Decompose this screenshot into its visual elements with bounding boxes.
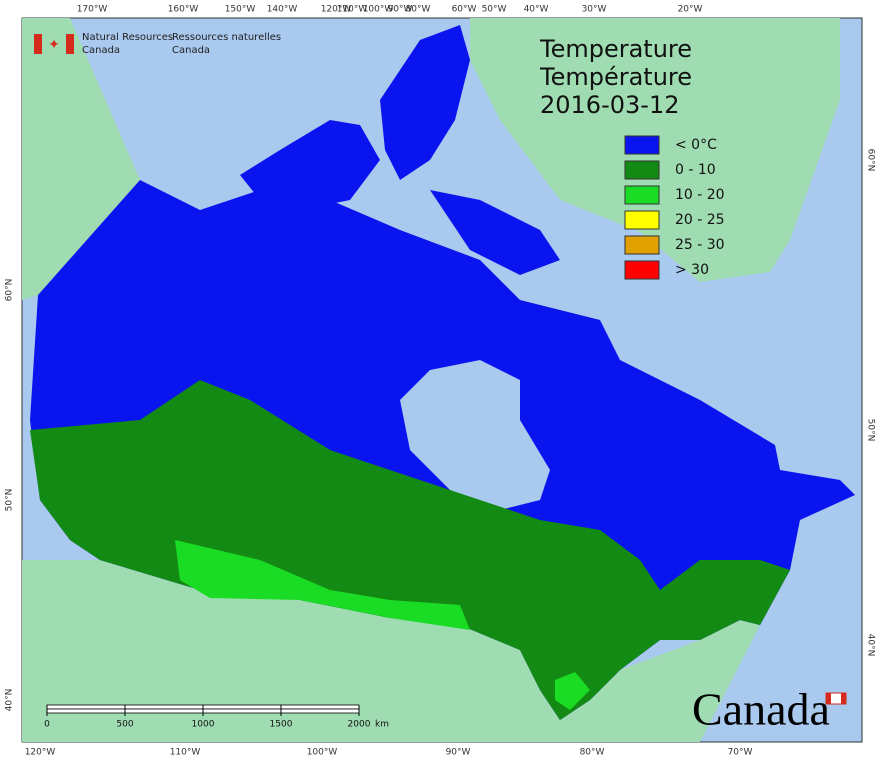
graticule-label: 50°W: [482, 5, 507, 15]
graticule-labels: 170°W 160°W 150°W 140°W 120°W110°W100°W90°W8…: [5, 5, 876, 758]
graticule-label: 30°W: [582, 5, 607, 15]
scale-label: 500: [116, 720, 133, 730]
graticule-label: 60°N: [866, 149, 876, 172]
flag-bar: [34, 34, 42, 54]
legend-swatch: [624, 210, 660, 230]
org-en: Natural Resources: [82, 32, 173, 43]
arctic-island: [240, 120, 380, 210]
legend-label: 20 - 25: [675, 212, 725, 228]
arctic-island: [380, 25, 470, 180]
scale-segment: [124, 708, 204, 714]
graticule-label: 120°W: [25, 748, 56, 758]
legend-swatch: [624, 185, 660, 205]
graticule-label: 90°W: [446, 748, 471, 758]
legend-label: > 30: [675, 262, 709, 278]
wordmark: Canada: [692, 684, 830, 735]
flag-bar: [66, 34, 74, 54]
graticule-label: 60°N: [5, 279, 15, 302]
org-en: Canada: [82, 45, 120, 56]
org-fr: Ressources naturelles: [172, 32, 281, 43]
scale-segment: [46, 704, 126, 710]
legend-swatch: [624, 160, 660, 180]
scale-segment: [280, 704, 360, 710]
graticule-label: 100°W: [363, 5, 394, 15]
scale-segment: [124, 704, 204, 710]
graticule-label: 160°W: [168, 5, 199, 15]
legend: < 0°C 0 - 10 10 - 20 20 - 25 25 - 30 > 30: [624, 135, 725, 280]
graticule-label: 170°W: [77, 5, 108, 15]
title: Température: [539, 63, 692, 91]
legend-label: 0 - 10: [675, 162, 716, 178]
graticule-label: 50°N: [866, 419, 876, 442]
canada-warm: [175, 540, 470, 630]
canada-warm: [555, 672, 590, 710]
alaska: [22, 18, 140, 300]
graticule-label: 60°W: [452, 5, 477, 15]
arctic-island: [430, 190, 560, 275]
graticule-label: 90°W: [388, 5, 413, 15]
scale-segment: [202, 708, 282, 714]
legend-swatch: [624, 235, 660, 255]
maple-leaf: ✦: [48, 37, 60, 53]
graticule-label: 80°W: [406, 5, 431, 15]
legend-swatch: [624, 135, 660, 155]
graticule-label: 140°W: [267, 5, 298, 15]
header: ✦ Natural Resources Canada Ressources na…: [34, 32, 281, 56]
legend-label: 10 - 20: [675, 187, 725, 203]
graticule-label: 40°N: [866, 634, 876, 657]
date: 2016-03-12: [540, 91, 679, 119]
scale-segment: [280, 708, 360, 714]
canada-mild: [30, 380, 790, 720]
legend-swatch: [624, 260, 660, 280]
graticule-label: 40°W: [524, 5, 549, 15]
scale-segment: [46, 708, 126, 714]
scale-label: 1500: [270, 720, 293, 730]
graticule-label: 50°N: [5, 489, 15, 512]
graticule-label: 20°W: [678, 5, 703, 15]
graticule-label: 40°N: [5, 689, 15, 712]
graticule-label: 100°W: [307, 748, 338, 758]
scale-label: 0: [44, 720, 50, 730]
scale-segment: [202, 704, 282, 710]
graticule-label: 110°W: [170, 748, 201, 758]
title: Temperature: [539, 35, 692, 63]
legend-label: < 0°C: [675, 137, 717, 153]
scale-label: 2000: [348, 720, 371, 730]
united-states: [22, 560, 760, 742]
wordmark-flag: [841, 693, 846, 704]
graticule-label: 150°W: [225, 5, 256, 15]
graticule-label: 110°W: [337, 5, 368, 15]
scale-bar: 0 500 1000 1500 2000 km: [44, 704, 389, 730]
graticule-label: 120°W: [321, 5, 352, 15]
graticule-label: 70°W: [728, 748, 753, 758]
graticule-label: 80°W: [580, 748, 605, 758]
wordmark-flag: [826, 693, 831, 704]
legend-label: 25 - 30: [675, 237, 725, 253]
scale-unit: km: [375, 720, 389, 730]
org-fr: Canada: [172, 45, 210, 56]
hudson-bay: [400, 360, 550, 510]
scale-label: 1000: [192, 720, 215, 730]
